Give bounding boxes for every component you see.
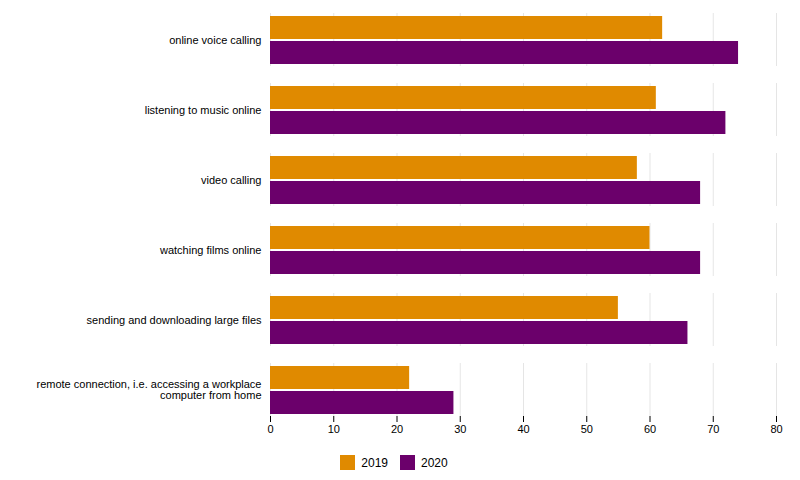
svg-text:70: 70 xyxy=(707,423,719,435)
svg-text:40: 40 xyxy=(517,423,529,435)
svg-text:30: 30 xyxy=(454,423,466,435)
svg-text:0: 0 xyxy=(267,423,273,435)
svg-text:20: 20 xyxy=(391,423,403,435)
svg-text:sending and downloading large: sending and downloading large files xyxy=(87,314,262,326)
svg-text:10: 10 xyxy=(328,423,340,435)
svg-text:online voice calling: online voice calling xyxy=(169,34,261,46)
svg-text:50: 50 xyxy=(581,423,593,435)
svg-text:80: 80 xyxy=(770,423,782,435)
html-text:2020: 2020 xyxy=(421,455,448,470)
svg-text:remote connection, i.e. access: remote connection, i.e. accessing a work… xyxy=(36,378,261,401)
svg-text:watching films online: watching films online xyxy=(159,244,262,256)
svg-text:60: 60 xyxy=(644,423,656,435)
svg-text:listening to music online: listening to music online xyxy=(145,104,262,116)
svg-text:video calling: video calling xyxy=(201,174,262,186)
html-text:2019: 2019 xyxy=(361,455,388,470)
